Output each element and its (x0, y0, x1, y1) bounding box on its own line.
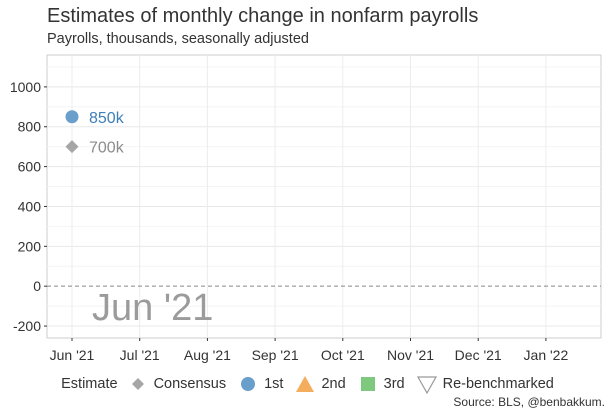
chart-area: 1000 800 600 400 200 0 -200 Jun '21 Jul '21 Aug '… (10, 54, 602, 363)
data-point-consensus (65, 140, 79, 154)
legend-item-3rd: 3rd (358, 374, 405, 394)
y-tick-label: 800 (18, 119, 42, 135)
y-tick-label: 200 (18, 238, 42, 254)
y-tick-label: 600 (18, 159, 42, 175)
y-tick-label: -200 (13, 318, 41, 334)
legend-item-consensus: Consensus (128, 374, 227, 394)
legend-title: Estimate (61, 376, 118, 392)
square-icon (360, 377, 375, 391)
diamond-icon (131, 378, 144, 390)
legend-item-re-benchmarked: Re-benchmarked (416, 374, 554, 394)
triangle-down-open-icon (416, 376, 437, 394)
circle-icon (241, 377, 256, 391)
x-tick-label: Sep '21 (252, 347, 299, 363)
y-tick-label: 1000 (10, 79, 41, 95)
data-label-consensus: 700k (89, 140, 125, 157)
legend: Estimate Consensus 1st 2nd 3rd Re-benchmarke… (0, 374, 615, 394)
triangle-icon (296, 376, 315, 392)
legend-label: Re-benchmarked (442, 376, 554, 392)
y-tick-label: 400 (18, 198, 42, 214)
x-tick-label: Jan '22 (524, 347, 569, 363)
y-tick-label: 0 (33, 278, 41, 294)
data-label-1st: 850k (89, 110, 125, 127)
legend-label: 1st (264, 376, 284, 392)
x-tick-label: Nov '21 (387, 347, 434, 363)
legend-item-1st: 1st (238, 374, 283, 394)
legend-label: 2nd (321, 376, 346, 392)
x-tick-label: Jul '21 (120, 347, 160, 363)
chart-subtitle: Payrolls, thousands, seasonally adjusted (47, 31, 309, 47)
x-tick-label: Oct '21 (321, 347, 365, 363)
legend-label: Consensus (153, 376, 227, 392)
legend-item-2nd: 2nd (295, 374, 346, 394)
chart-title: Estimates of monthly change in nonfarm p… (47, 5, 479, 27)
x-tick-label: Jun '21 (50, 347, 95, 363)
source-note: Source: BLS, @benbakkum. (453, 395, 605, 409)
x-tick-label: Dec '21 (455, 347, 502, 363)
legend-label: 3rd (383, 376, 405, 392)
data-point-1st (65, 110, 79, 124)
month-watermark: Jun '21 (92, 287, 213, 329)
x-tick-label: Aug '21 (184, 347, 231, 363)
